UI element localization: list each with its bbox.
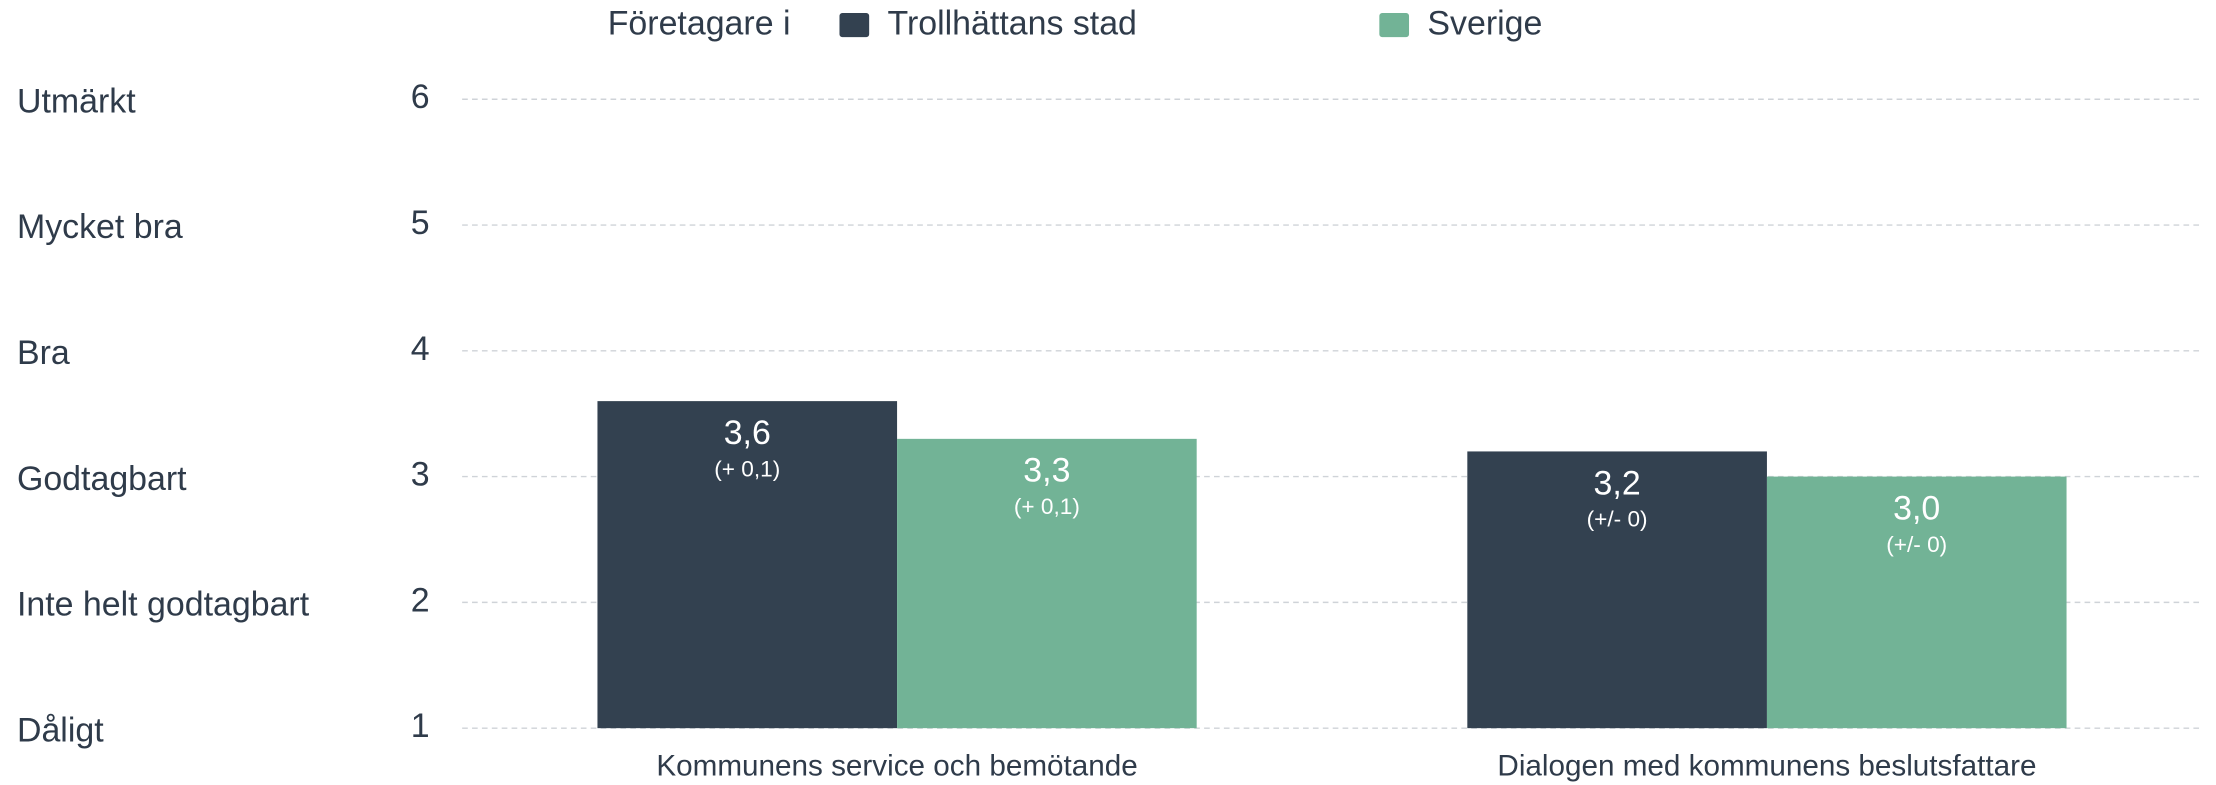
y-tick-label: 2 <box>411 581 430 619</box>
bar <box>1766 476 2067 729</box>
bar <box>897 438 1197 729</box>
change-label: (+/- 0) <box>1587 507 1648 532</box>
y-tick-name: Mycket bra <box>17 208 183 246</box>
y-tick-label: 6 <box>411 78 430 116</box>
bar <box>1467 451 1767 729</box>
legend-swatch <box>839 13 870 38</box>
y-tick-label: 4 <box>411 330 430 368</box>
bar <box>597 401 898 729</box>
change-label: (+ 0,1) <box>1014 494 1080 519</box>
legend-swatch <box>1379 13 1410 38</box>
x-tick-label: Kommunens service och bemötande <box>656 750 1137 783</box>
y-tick-name: Godtagbart <box>17 460 187 498</box>
y-tick-label: 3 <box>411 456 430 494</box>
y-tick-label: 1 <box>411 707 430 745</box>
change-label: (+/- 0) <box>1886 532 1947 557</box>
y-tick-name: Bra <box>17 334 70 372</box>
value-label: 3,6 <box>724 414 771 452</box>
value-label: 3,2 <box>1594 464 1641 502</box>
legend-label: Sverige <box>1427 5 1542 43</box>
y-tick-label: 5 <box>411 204 430 242</box>
legend-title: Företagare i <box>608 5 791 43</box>
value-label: 3,0 <box>1893 489 1940 527</box>
value-label: 3,3 <box>1023 452 1070 490</box>
y-tick-name: Utmärkt <box>17 82 136 120</box>
change-label: (+ 0,1) <box>714 456 780 481</box>
legend-label: Trollhättans stad <box>888 5 1137 43</box>
x-tick-label: Dialogen med kommunens beslutsfattare <box>1497 750 2036 783</box>
y-tick-name: Inte helt godtagbart <box>17 586 310 624</box>
y-tick-name: Dåligt <box>17 711 104 749</box>
